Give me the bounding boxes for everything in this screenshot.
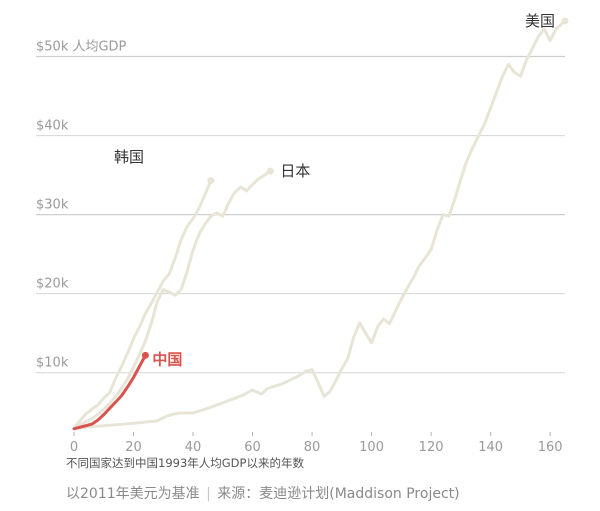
gridlines	[36, 55, 565, 374]
series-line-日本	[72, 169, 272, 430]
series-end-point	[141, 351, 149, 359]
series-lines	[72, 17, 569, 431]
series-end-point	[207, 177, 215, 185]
x-axis-ticks: 0 20 40 60 80 100 120 140 160	[70, 432, 563, 455]
x-tick-label: 40	[185, 440, 202, 455]
y-tick-label: $20k	[36, 277, 69, 292]
series-end-point	[266, 167, 274, 175]
series-end-point	[561, 17, 569, 25]
source-note: 以2011年美元为基准 | 来源：麦迪逊计划(Maddison Project)	[66, 483, 460, 503]
x-tick-label: 60	[244, 440, 261, 455]
y-axis-ticks: $10k $20k $30k $40k $50k 人均GDP	[36, 40, 127, 371]
x-axis-title: 不同国家达到中国1993年人均GDP以来的年数	[66, 456, 304, 470]
data-source: 来源：麦迪逊计划(Maddison Project)	[217, 486, 460, 502]
x-tick-label: 100	[359, 440, 384, 455]
y-unit-label: 人均GDP	[68, 40, 126, 55]
chart: $10k $20k $30k $40k $50k 人均GDP 0 20 40 60 80 100 1…	[36, 12, 569, 470]
y-tick-label: $40k	[36, 119, 69, 134]
x-tick-label: 160	[538, 440, 563, 455]
x-tick-label: 140	[478, 440, 503, 455]
series-label: 中国	[152, 350, 182, 368]
x-tick-label: 120	[419, 440, 444, 455]
series-label: 美国	[525, 12, 555, 30]
series-line-中国	[72, 353, 147, 431]
separator: |	[206, 486, 211, 502]
x-tick-label: 0	[70, 440, 78, 455]
series-label: 韩国	[114, 148, 144, 166]
series-line-韩国	[72, 179, 213, 430]
x-tick-label: 20	[125, 440, 142, 455]
currency-note: 以2011年美元为基准	[66, 486, 200, 502]
y-tick-label: $50k 人均GDP	[36, 40, 127, 55]
x-tick-label: 80	[304, 440, 321, 455]
y-tick-label: $10k	[36, 356, 69, 371]
y-tick-label: $30k	[36, 198, 69, 213]
series-label: 日本	[280, 162, 310, 180]
series-line-美国	[72, 19, 567, 430]
